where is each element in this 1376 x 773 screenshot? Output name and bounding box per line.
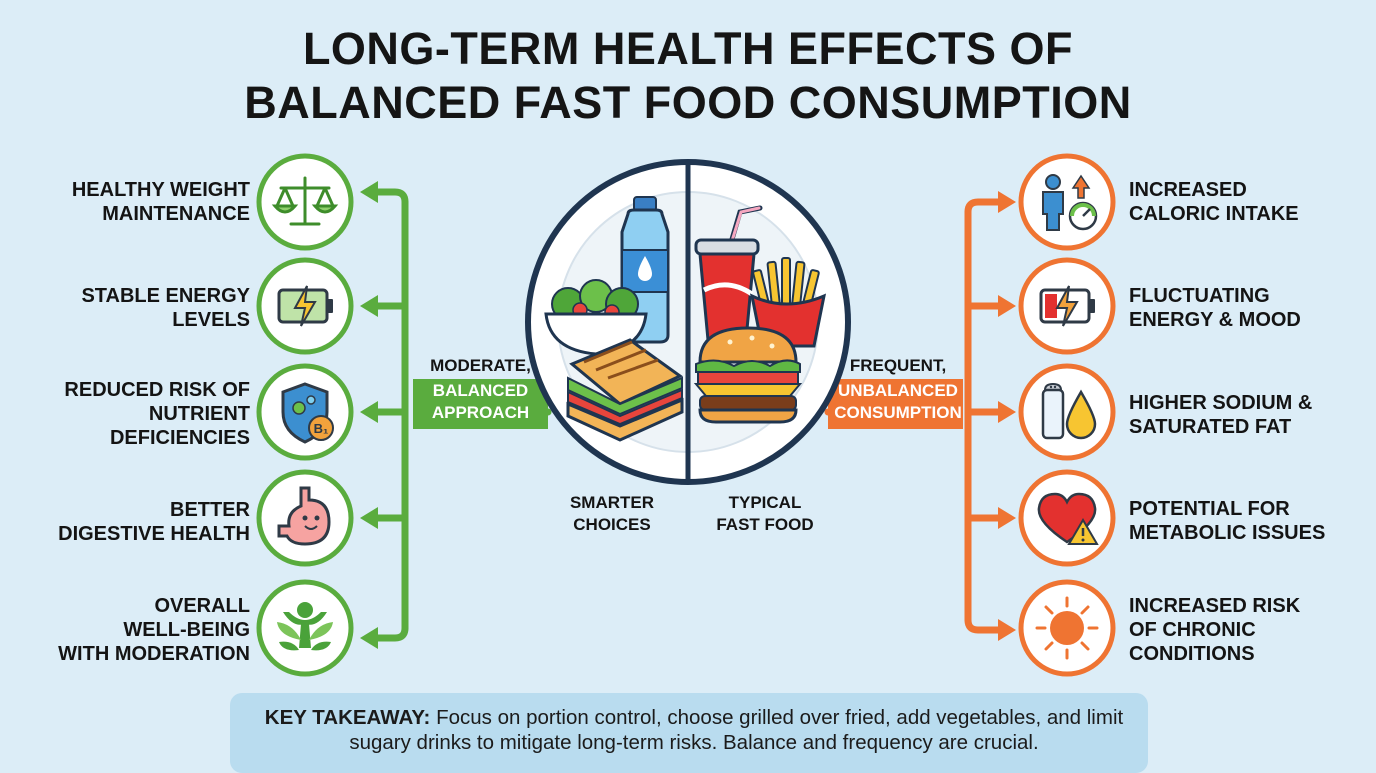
right-effect-1-line-1: INCREASED	[1129, 179, 1247, 201]
left-effect-2: STABLE ENERGY LEVELS	[81, 284, 250, 332]
left-effect-1-line-1: HEALTHY WEIGHT	[71, 179, 250, 201]
left-effect-5-line-2: WELL-BEING	[123, 619, 250, 641]
left-effect-3-line-2: NUTRIENT	[148, 403, 250, 425]
arrowhead-right-1	[998, 191, 1016, 213]
key-takeaway-box: KEY TAKEAWAY: Focus on portion control, …	[230, 693, 1148, 773]
arrowhead-right-2	[998, 295, 1016, 317]
right-effect-4: POTENTIAL FOR METABOLIC ISSUES	[1129, 497, 1325, 545]
right-effect-5-line-1: INCREASED RISK	[1129, 595, 1301, 617]
scale-icon	[256, 153, 354, 251]
smarter-choices-caption: SMARTER CHOICES	[552, 492, 672, 536]
left-effect-1-line-2: MAINTENANCE	[102, 203, 250, 225]
right-icon-circles	[1018, 153, 1116, 677]
grilled-sandwich-icon	[566, 338, 684, 442]
left-effect-2-line-2: LEVELS	[172, 309, 250, 331]
title-line-2: BALANCED FAST FOOD CONSUMPTION	[244, 77, 1132, 128]
virus-icon	[1018, 579, 1116, 677]
wellbeing-person-icon	[256, 579, 354, 677]
smarter-caption-line-1: SMARTER	[569, 493, 655, 512]
left-effect-5: OVERALL WELL-BEING WITH MODERATION	[58, 594, 250, 666]
page-title: LONG-TERM HEALTH EFFECTS OF BALANCED FAS…	[0, 22, 1376, 130]
right-effect-5-line-3: CONDITIONS	[1129, 643, 1255, 665]
typical-caption-line-1: TYPICAL	[728, 493, 802, 512]
left-approach-top: MODERATE,	[430, 356, 531, 375]
arrowhead-left-4	[360, 507, 378, 529]
left-approach-tag: MODERATE, BALANCED APPROACH	[413, 355, 548, 424]
takeaway-text: Focus on portion control, choose grilled…	[349, 706, 1124, 754]
heart-warning-icon	[1018, 469, 1116, 567]
arrowhead-right-4	[998, 507, 1016, 529]
right-approach-tag: FREQUENT, UNBALANCED CONSUMPTION	[828, 355, 968, 424]
happy-stomach-icon	[256, 469, 354, 567]
right-approach-top: FREQUENT,	[849, 356, 947, 375]
right-effect-3-line-2: SATURATED FAT	[1129, 416, 1292, 438]
left-arrowheads	[360, 181, 378, 649]
left-effect-3: REDUCED RISK OF NUTRIENT DEFICIENCIES	[64, 378, 250, 450]
typical-caption-line-2: FAST FOOD	[716, 515, 814, 534]
right-effect-1-line-2: CALORIC INTAKE	[1129, 203, 1299, 225]
vitamin-shield-icon: B₁	[256, 363, 354, 461]
arrowhead-left-2	[360, 295, 378, 317]
right-effect-2-line-2: ENERGY & MOOD	[1129, 309, 1301, 331]
right-effect-4-line-2: METABOLIC ISSUES	[1129, 522, 1326, 544]
left-effect-3-line-3: DEFICIENCIES	[109, 427, 250, 449]
right-effect-2-line-1: FLUCTUATING	[1129, 285, 1270, 307]
left-effect-4-line-2: DIGESTIVE HEALTH	[58, 523, 250, 545]
arrowhead-left-3	[360, 401, 378, 423]
left-effect-4-line-1: BETTER	[170, 499, 250, 521]
right-effect-1: INCREASED CALORIC INTAKE	[1129, 178, 1299, 226]
left-effect-1: HEALTHY WEIGHT MAINTENANCE	[72, 178, 250, 226]
right-approach-band-line-2: CONSUMPTION	[834, 403, 962, 422]
arrowhead-left-1	[360, 181, 378, 203]
burger-icon	[693, 326, 803, 424]
right-effect-4-line-1: POTENTIAL FOR	[1129, 498, 1290, 520]
left-icon-circles: B₁	[256, 153, 354, 677]
arrowhead-right-3	[998, 401, 1016, 423]
right-effect-2: FLUCTUATING ENERGY & MOOD	[1129, 284, 1301, 332]
right-approach-band-line-1: UNBALANCED	[838, 381, 958, 400]
typical-fast-food-caption: TYPICAL FAST FOOD	[700, 492, 830, 536]
left-effect-4: BETTER DIGESTIVE HEALTH	[58, 498, 250, 546]
left-effect-5-line-1: OVERALL	[154, 595, 250, 617]
salt-oil-icon	[1018, 363, 1116, 461]
title-line-1: LONG-TERM HEALTH EFFECTS OF	[302, 23, 1074, 74]
left-approach-band	[413, 379, 548, 429]
left-approach-band-line-2: APPROACH	[431, 403, 530, 422]
vitamin-label: B₁	[314, 421, 329, 436]
arrowhead-left-5	[360, 627, 378, 649]
right-effect-3: HIGHER SODIUM & SATURATED FAT	[1129, 391, 1312, 439]
left-effect-2-line-1: STABLE ENERGY	[81, 285, 250, 307]
right-arrowheads	[998, 191, 1016, 641]
low-battery-icon	[1018, 257, 1116, 355]
right-effect-3-line-1: HIGHER SODIUM &	[1129, 392, 1313, 414]
right-effect-5-line-2: OF CHRONIC	[1129, 619, 1256, 641]
person-gauge-icon	[1018, 153, 1116, 251]
left-effect-5-line-3: WITH MODERATION	[58, 643, 250, 665]
right-approach-band	[828, 379, 963, 429]
left-approach-band-line-1: BALANCED	[432, 381, 529, 400]
arrowhead-right-5	[998, 619, 1016, 641]
left-effect-3-line-1: REDUCED RISK OF	[64, 379, 250, 401]
takeaway-label: KEY TAKEAWAY:	[264, 706, 431, 729]
right-effect-5: INCREASED RISK OF CHRONIC CONDITIONS	[1129, 594, 1300, 666]
battery-charging-icon	[256, 257, 354, 355]
smarter-caption-line-2: CHOICES	[573, 515, 651, 534]
